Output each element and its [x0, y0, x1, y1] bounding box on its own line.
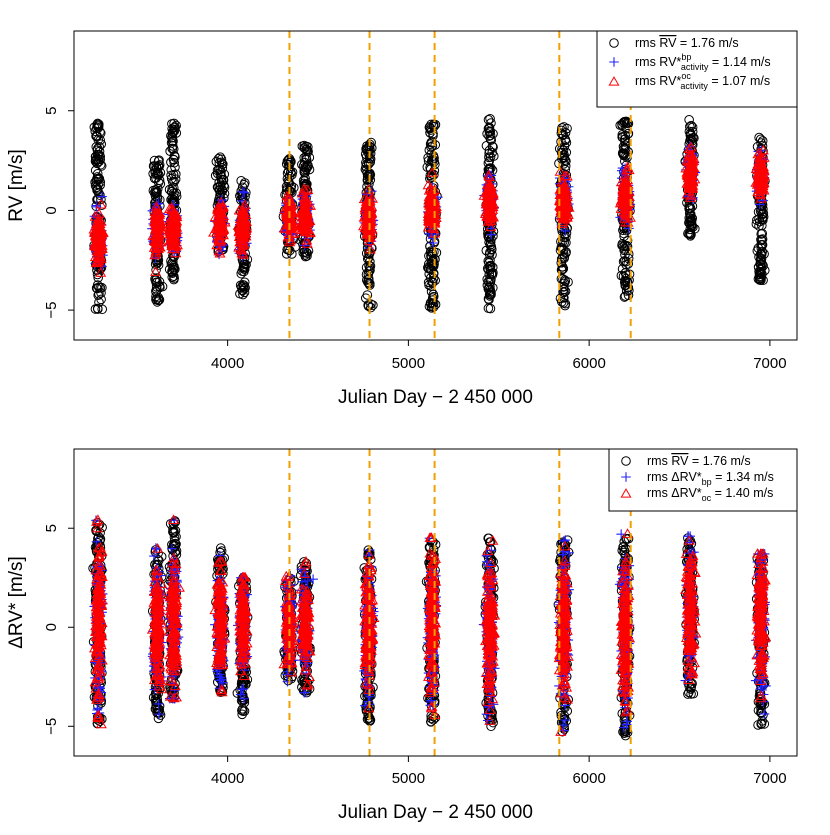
- data-points: [89, 515, 771, 739]
- y-axis-label: RV [m/s]: [6, 149, 27, 222]
- legend-label: rms RV = 1.76 m/s: [635, 36, 739, 50]
- x-tick-label: 5000: [392, 355, 425, 372]
- x-axis: 4000 5000 6000 7000: [211, 340, 787, 372]
- top-panel: 4000 5000 6000 7000 Julian Day − 2 450 000 −5…: [6, 31, 797, 408]
- observed-point: [755, 133, 764, 142]
- data-points: [89, 114, 769, 313]
- x-tick-label: 7000: [753, 355, 786, 372]
- y-tick-label: 5: [43, 107, 60, 115]
- y-axis: −5 0 5: [43, 107, 74, 319]
- y-tick-label: −5: [43, 302, 60, 319]
- season-markers: [289, 31, 630, 340]
- x-tick-label: 4000: [211, 355, 244, 372]
- x-axis-label: Julian Day − 2 450 000: [338, 387, 533, 408]
- x-tick-label: 6000: [572, 355, 605, 372]
- y-tick-label: 0: [43, 206, 60, 214]
